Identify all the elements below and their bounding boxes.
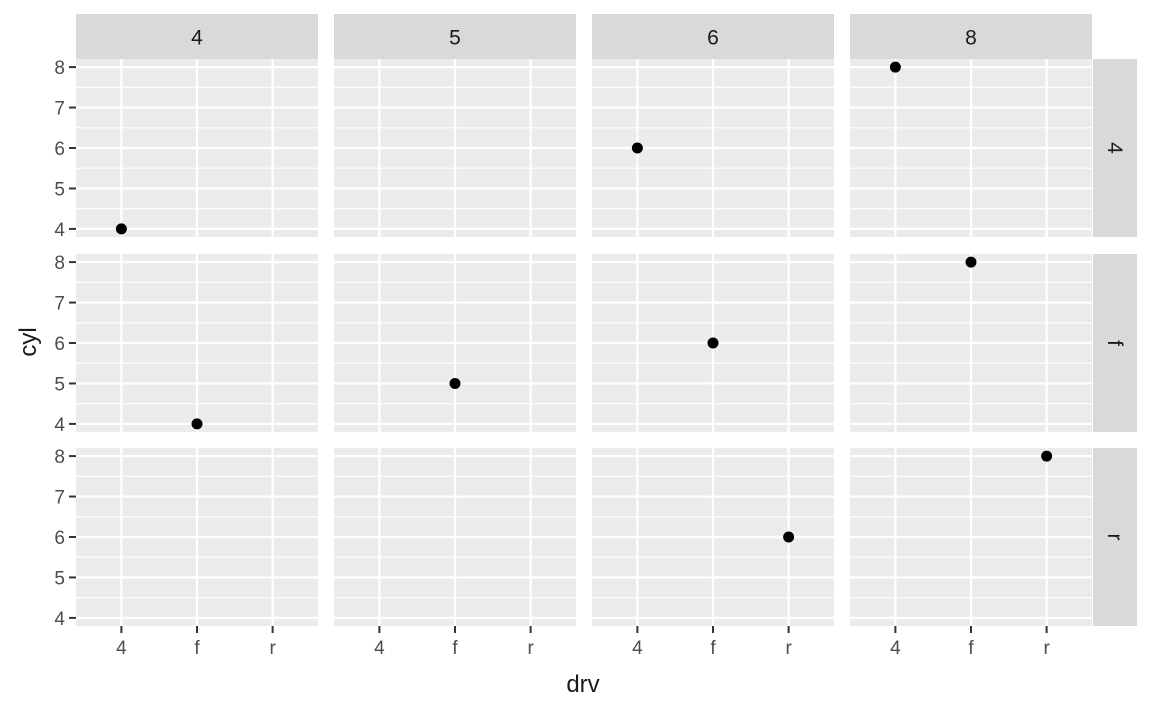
x-tick-label: f <box>194 638 200 659</box>
col-strip-label: 6 <box>707 27 719 50</box>
y-tick-label: 6 <box>54 528 65 549</box>
data-point-5-f <box>449 377 461 389</box>
y-tick-label: 7 <box>54 488 65 509</box>
col-strip-4 <box>76 14 318 59</box>
y-tick-label: 4 <box>54 415 65 436</box>
y-tick-label: 8 <box>54 58 65 79</box>
row-strip-label: f <box>1103 340 1126 346</box>
row-strip-f <box>1093 254 1137 432</box>
x-tick-label: 4 <box>374 638 385 659</box>
row-strip-label: 4 <box>1103 142 1126 154</box>
y-tick-label: 7 <box>54 99 65 120</box>
x-tick-label: 4 <box>890 638 901 659</box>
data-point-8-f <box>965 256 977 268</box>
y-tick-label: 5 <box>54 374 65 395</box>
y-tick-label: 6 <box>54 334 65 355</box>
x-tick-label: r <box>269 638 276 659</box>
y-axis-title: cyl <box>15 327 42 356</box>
data-point-6-4 <box>631 142 643 154</box>
col-strip-label: 8 <box>965 27 977 50</box>
y-tick-label: 6 <box>54 139 65 160</box>
data-point-4-4 <box>115 223 127 235</box>
y-tick-label: 8 <box>54 447 65 468</box>
row-strip-4 <box>1093 59 1137 237</box>
y-tick-label: 4 <box>54 609 65 630</box>
row-strip-r <box>1093 448 1137 626</box>
col-strip-label: 5 <box>449 27 461 50</box>
x-tick-label: r <box>527 638 534 659</box>
y-tick-label: 8 <box>54 253 65 274</box>
x-tick-label: f <box>968 638 974 659</box>
data-point-6-r <box>783 531 795 543</box>
data-point-4-f <box>191 418 203 430</box>
x-tick-label: 4 <box>116 638 127 659</box>
col-strip-5 <box>334 14 576 59</box>
x-tick-label: f <box>452 638 458 659</box>
col-strip-6 <box>592 14 834 59</box>
y-tick-label: 5 <box>54 179 65 200</box>
col-strip-label: 4 <box>191 27 203 50</box>
col-strip-8 <box>850 14 1092 59</box>
x-tick-label: 4 <box>632 638 643 659</box>
y-tick-label: 4 <box>54 220 65 241</box>
y-tick-label: 7 <box>54 294 65 315</box>
x-axis-title: drv <box>566 671 599 698</box>
data-point-8-4 <box>889 61 901 73</box>
row-strip-label: r <box>1103 534 1126 541</box>
x-tick-label: r <box>1043 638 1050 659</box>
data-point-6-f <box>707 337 719 349</box>
x-tick-label: f <box>710 638 716 659</box>
x-tick-label: r <box>785 638 792 659</box>
y-tick-label: 5 <box>54 568 65 589</box>
data-point-8-r <box>1041 450 1053 462</box>
